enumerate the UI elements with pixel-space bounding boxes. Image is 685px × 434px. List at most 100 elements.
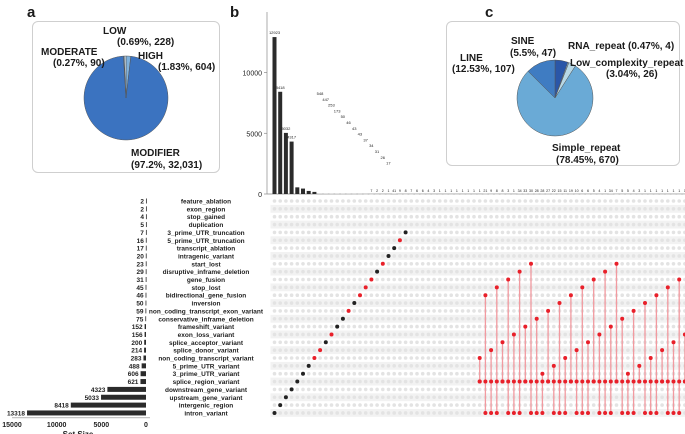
matrix-dot-empty <box>540 199 545 203</box>
matrix-dot-empty <box>472 207 476 211</box>
matrix-dot-empty <box>392 348 397 352</box>
matrix-dot-empty <box>403 348 408 352</box>
matrix-dot-empty <box>455 293 459 298</box>
matrix-dot-empty <box>278 324 283 329</box>
matrix-dot-empty <box>666 214 670 219</box>
intersection-count-label: 5 <box>593 189 595 193</box>
matrix-dot-empty <box>500 277 505 282</box>
matrix-dot-empty <box>455 199 459 203</box>
matrix-dot-empty <box>324 238 328 243</box>
matrix-dot-empty <box>648 262 653 266</box>
set-name-label: bidirectional_gene_fusion <box>166 293 247 300</box>
matrix-dot-empty <box>643 207 647 211</box>
matrix-dot-empty <box>540 277 545 282</box>
matrix-dot-empty <box>352 230 357 235</box>
matrix-dot-active <box>358 293 362 298</box>
matrix-dot-empty <box>335 379 340 384</box>
intersection-bar <box>340 193 345 195</box>
matrix-dot-empty <box>557 246 562 250</box>
matrix-dot-empty <box>426 254 431 258</box>
matrix-dot-empty <box>289 364 294 368</box>
matrix-dot-empty <box>301 309 305 313</box>
matrix-dot-empty <box>301 238 305 243</box>
matrix-dot-empty <box>546 293 550 298</box>
matrix-dot-empty <box>306 324 311 329</box>
matrix-dot-empty <box>671 309 676 313</box>
matrix-dot-empty <box>420 262 425 266</box>
matrix-dot-empty <box>443 277 448 282</box>
matrix-dot-empty <box>449 262 454 266</box>
matrix-dot-empty <box>432 395 436 400</box>
matrix-dot-empty <box>375 254 379 258</box>
matrix-dot-empty <box>318 371 322 376</box>
intersection-count-label: 3 <box>433 189 435 193</box>
matrix-dot-empty <box>660 301 664 305</box>
matrix-dot-empty <box>603 230 607 235</box>
pie-label-moderate: MODERATE <box>41 47 98 58</box>
matrix-dot-empty <box>546 301 550 305</box>
matrix-dot-empty <box>620 199 624 203</box>
intersection-bar <box>523 193 528 195</box>
matrix-dot-empty <box>295 356 300 360</box>
matrix-dot-empty <box>426 230 431 235</box>
matrix-dot-empty <box>477 277 482 282</box>
matrix-dot-empty <box>432 340 436 345</box>
matrix-dot-empty <box>580 254 585 258</box>
matrix-dot-empty <box>392 316 397 321</box>
matrix-dot-empty <box>603 222 607 227</box>
matrix-dot-empty <box>546 222 550 227</box>
matrix-dot-empty <box>569 403 573 407</box>
matrix-dot-empty <box>552 316 556 321</box>
matrix-dot-empty <box>540 324 545 329</box>
matrix-dot-empty <box>306 309 311 313</box>
set-name-label: transcript_ablation <box>177 246 236 253</box>
intersection-count-label: 1 <box>479 189 481 193</box>
matrix-dot-empty <box>523 222 528 227</box>
matrix-dot-empty <box>620 222 624 227</box>
intersection-count-label: 1 <box>604 189 606 193</box>
matrix-dot-empty <box>660 324 664 329</box>
matrix-dot-empty <box>324 262 328 266</box>
matrix-dot-empty <box>335 207 340 211</box>
intersection-count-label: 1 <box>450 189 452 193</box>
matrix-dot-empty <box>546 214 550 219</box>
matrix-dot-empty <box>438 348 442 352</box>
matrix-dot-empty <box>472 411 476 415</box>
matrix-dot-empty <box>677 207 681 211</box>
matrix-dot-empty <box>289 262 294 266</box>
matrix-dot-empty <box>472 395 476 400</box>
intersection-bar <box>614 193 619 195</box>
set-size-value: 156 <box>132 332 143 339</box>
matrix-dot-empty <box>660 277 664 282</box>
matrix-dot-empty <box>403 403 408 407</box>
matrix-dot-empty <box>552 340 556 345</box>
matrix-dot-empty <box>420 356 425 360</box>
matrix-dot-empty <box>666 269 670 274</box>
matrix-dot-empty <box>324 324 328 329</box>
matrix-dot-empty <box>449 324 454 329</box>
matrix-dot-empty <box>329 293 334 298</box>
intersection-count-label: 10 <box>575 189 579 193</box>
intersection-count-label: 7 <box>616 189 618 193</box>
matrix-dot-empty <box>363 309 368 313</box>
matrix-dot-empty <box>460 199 465 203</box>
matrix-dot-empty <box>489 222 493 227</box>
matrix-dot-empty <box>381 348 385 352</box>
matrix-dot-empty <box>477 403 482 407</box>
matrix-dot-empty <box>324 364 328 368</box>
matrix-dot-empty <box>420 199 425 203</box>
matrix-dot-empty <box>557 230 562 235</box>
matrix-dot-empty <box>318 246 322 250</box>
matrix-dot-active <box>489 410 494 415</box>
matrix-dot-empty <box>500 199 505 203</box>
matrix-dot-empty <box>301 411 305 415</box>
matrix-dot-empty <box>597 214 602 219</box>
matrix-dot-empty <box>648 207 653 211</box>
matrix-dot-active <box>654 293 659 298</box>
matrix-dot-empty <box>318 285 322 290</box>
matrix-dot-empty <box>477 238 482 243</box>
matrix-dot-empty <box>552 293 556 298</box>
intersection-bar <box>529 193 533 195</box>
matrix-dot-empty <box>637 269 642 274</box>
matrix-dot-empty <box>500 411 505 415</box>
